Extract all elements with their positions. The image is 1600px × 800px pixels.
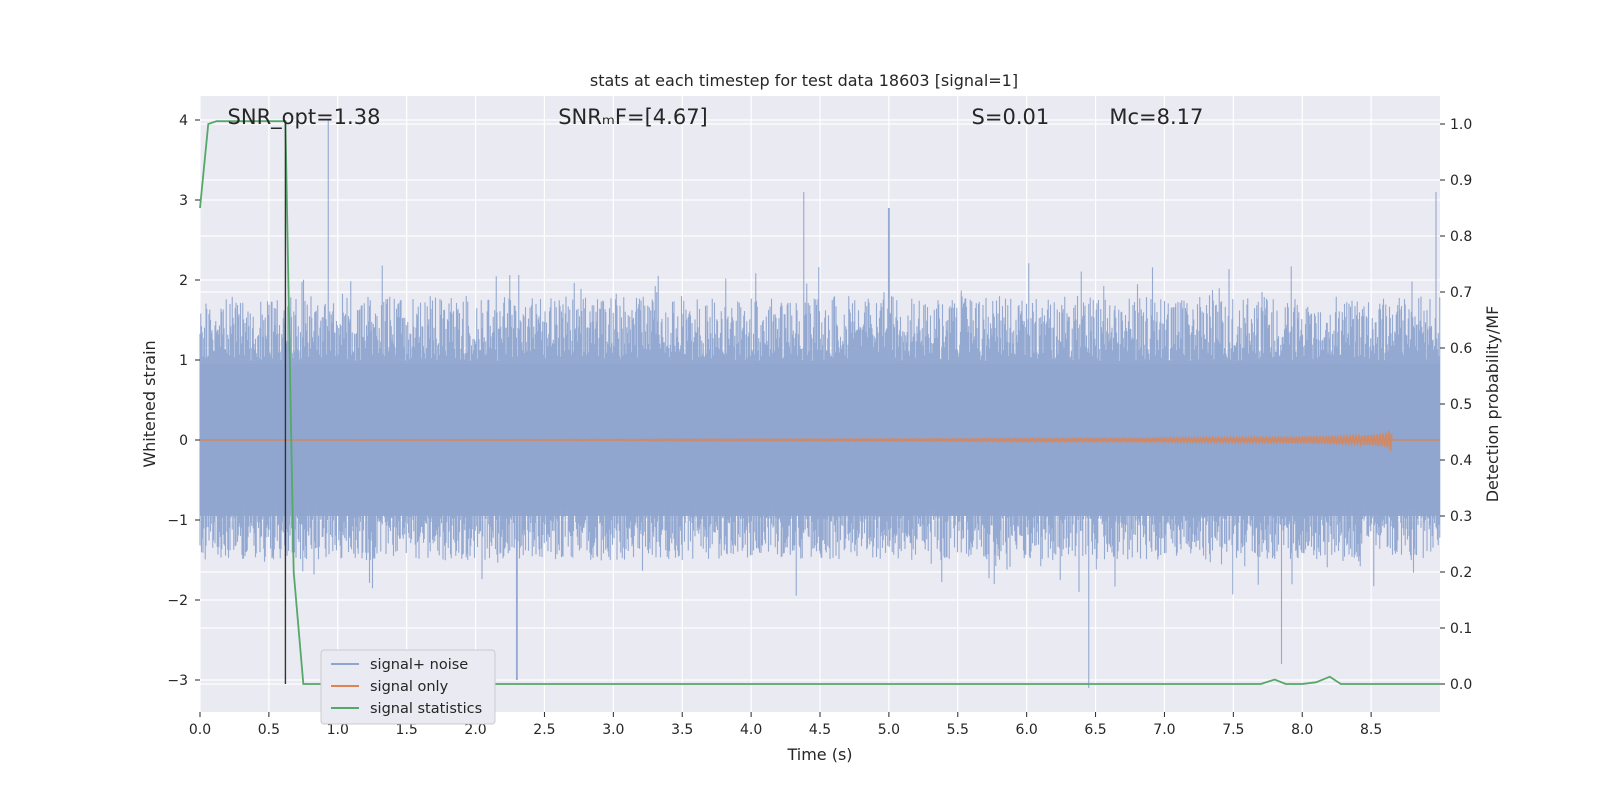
x-tick-label: 4.0 <box>740 722 762 738</box>
x-tick-label: 0.0 <box>189 722 211 738</box>
annotation-0: SNR_opt=1.38 <box>228 105 381 130</box>
signal-statistics-series <box>199 120 1440 685</box>
y-right-tick-label: 0.5 <box>1450 397 1472 413</box>
x-tick-label: 5.0 <box>878 722 900 738</box>
x-tick-label: 7.5 <box>1222 722 1244 738</box>
signal-only-series <box>199 430 1440 452</box>
y-left-tick-label: −2 <box>167 593 188 609</box>
x-tick-label: 3.5 <box>671 722 693 738</box>
annotations: SNR_opt=1.38 SNRₘF=[4.67] S=0.01 Mᴄ=8.17 <box>228 105 1204 130</box>
y-left-tick-label: −3 <box>167 673 188 689</box>
y-right-tick-label: 0.3 <box>1450 509 1472 525</box>
x-tick-label: 3.0 <box>602 722 624 738</box>
y-right-tick-label: 0.2 <box>1450 565 1472 581</box>
y-left-tick-label: 4 <box>179 113 188 129</box>
signal-statistics-line <box>199 120 1440 685</box>
y-right-tick-label: 0.8 <box>1450 229 1472 245</box>
chart-title: stats at each timestep for test data 186… <box>590 71 1018 90</box>
x-tick-label: 2.0 <box>464 722 486 738</box>
x-tick-label: 7.0 <box>1153 722 1175 738</box>
y-left-tick-label: 1 <box>179 353 188 369</box>
x-axis-ticks: 0.0 0.5 1.0 1.5 2.0 2.5 3.0 3.5 4.0 4.5 5.0 5.5 6.0 6… <box>189 712 1382 738</box>
legend: signal+ noise signal only signal statist… <box>320 649 496 725</box>
y-right-tick-label: 0.9 <box>1450 173 1472 189</box>
x-tick-label: 1.5 <box>396 722 418 738</box>
y-left-tick-label: 3 <box>179 193 188 209</box>
y-right-axis-label: Detection probability/MF <box>1483 306 1502 503</box>
annotation-3: Mᴄ=8.17 <box>1109 105 1203 129</box>
x-tick-label: 0.5 <box>258 722 280 738</box>
x-tick-label: 4.5 <box>809 722 831 738</box>
y-left-tick-label: 2 <box>179 273 188 289</box>
annotation-1: SNRₘF=[4.67] <box>558 105 708 129</box>
x-tick-label: 1.0 <box>327 722 349 738</box>
y-right-tick-label: 0.4 <box>1450 453 1472 469</box>
x-tick-label: 8.5 <box>1360 722 1382 738</box>
x-tick-label: 2.5 <box>533 722 555 738</box>
legend-label-signal-noise: signal+ noise <box>370 657 468 673</box>
annotation-2: S=0.01 <box>972 105 1050 129</box>
x-tick-label: 5.5 <box>947 722 969 738</box>
y-right-tick-label: 0.0 <box>1450 677 1472 693</box>
y-left-tick-label: −1 <box>167 513 188 529</box>
x-tick-label: 6.5 <box>1084 722 1106 738</box>
legend-label-signal-statistics: signal statistics <box>370 701 482 717</box>
signal-only-path <box>199 430 1440 452</box>
legend-label-signal-only: signal only <box>370 679 449 695</box>
y-right-tick-label: 0.6 <box>1450 341 1472 357</box>
y-right-axis-ticks: 0.0 0.1 0.2 0.3 0.4 0.5 0.6 0.7 0.8 0.9 1.0 <box>1440 117 1472 693</box>
y-left-tick-label: 0 <box>179 433 188 449</box>
legend-box <box>320 649 496 725</box>
x-tick-label: 8.0 <box>1291 722 1313 738</box>
x-tick-label: 6.0 <box>1016 722 1038 738</box>
x-axis-label: Time (s) <box>786 745 852 764</box>
y-left-axis-ticks: −3 −2 −1 0 1 2 3 4 <box>167 113 200 689</box>
y-right-tick-label: 1.0 <box>1450 117 1472 133</box>
y-left-axis-label: Whitened strain <box>140 340 159 467</box>
y-right-tick-label: 0.1 <box>1450 621 1472 637</box>
y-right-tick-label: 0.7 <box>1450 285 1472 301</box>
